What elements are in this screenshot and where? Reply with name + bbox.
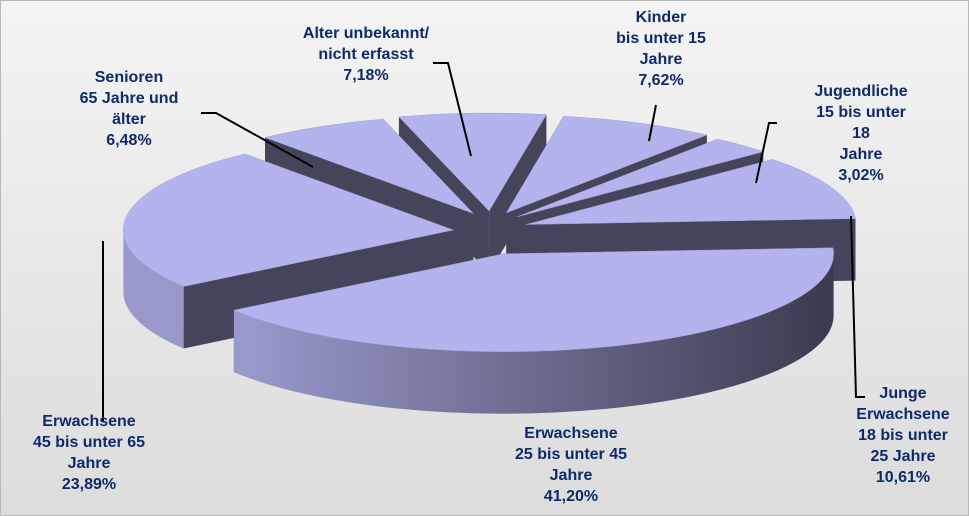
category-label: Kinder bis unter 15 Jahre (616, 9, 706, 68)
slice-label: Senioren 65 Jahre und älter 6,48% (80, 67, 179, 151)
category-label: Jugendliche 15 bis unter 18 Jahre (814, 83, 908, 163)
value-label: 7,18% (343, 67, 389, 84)
value-label: 41,20% (543, 488, 599, 505)
value-label: 6,48% (106, 132, 152, 149)
slice-label: Erwachsene 25 bis unter 45 Jahre 41,20% (515, 423, 627, 507)
category-label: Erwachsene 45 bis unter 65 Jahre (32, 413, 146, 472)
category-label: Alter unbekannt/ nicht erfasst (302, 25, 430, 63)
value-label: 7,62% (638, 72, 684, 89)
value-label: 10,61% (875, 469, 931, 486)
slice-label: Jugendliche 15 bis unter 18 Jahre 3,02% (808, 81, 915, 186)
slice-top (123, 153, 455, 287)
value-label: 23,89% (61, 476, 117, 493)
slice-side (233, 253, 834, 414)
value-label: 3,02% (838, 167, 884, 184)
slice-label: Erwachsene 45 bis unter 65 Jahre 23,89% (33, 411, 145, 495)
category-label: Erwachsene 25 bis unter 45 Jahre (514, 425, 628, 484)
category-label: Junge Erwachsene 18 bis unter 25 Jahre (856, 385, 950, 465)
slice-label: Junge Erwachsene 18 bis unter 25 Jahre 10… (856, 383, 949, 488)
slice-top (233, 247, 834, 352)
category-label: Senioren 65 Jahre und älter (79, 69, 179, 128)
slice-label: Alter unbekannt/ nicht erfasst 7,18% (303, 23, 429, 86)
slice-label: Kinder bis unter 15 Jahre 7,62% (616, 7, 706, 91)
